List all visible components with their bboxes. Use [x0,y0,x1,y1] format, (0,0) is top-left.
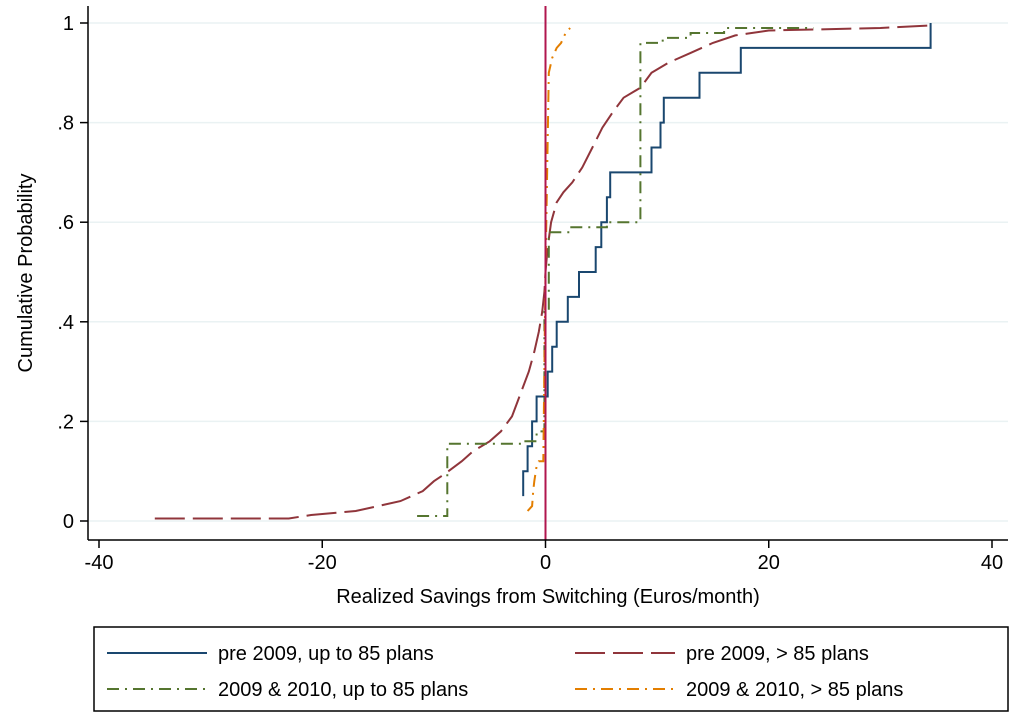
x-axis-title: Realized Savings from Switching (Euros/m… [336,586,760,608]
legend-label-3: 2009 & 2010, up to 85 plans [218,679,468,701]
series-line-4 [526,27,571,512]
legend-label-1: pre 2009, up to 85 plans [218,643,434,665]
x-tick-label: -20 [308,552,337,574]
legend-label-2: pre 2009, > 85 plans [686,643,869,665]
series-line-1 [522,23,932,497]
x-tick-label: 40 [981,552,1003,574]
x-tick-label: -40 [85,552,114,574]
y-tick-label: 1 [63,13,74,35]
x-tick-label: 20 [758,552,780,574]
y-tick-label: .4 [57,312,74,334]
legend-box [93,626,1009,712]
x-tick-label: 0 [540,552,551,574]
series-lines [154,23,932,520]
axes: 0 .2 .4 .6 .8 1 -40 -20 0 20 40 [57,6,1008,574]
y-axis-title: Cumulative Probability [15,174,37,373]
y-tick-label: .8 [57,113,74,135]
series-line-2 [154,24,931,520]
y-tick-label: .6 [57,212,74,234]
legend: pre 2009, up to 85 plans pre 2009, > 85 p… [93,626,1009,712]
y-tick-label: .2 [57,411,74,433]
series-line-3 [417,27,814,517]
legend-label-4: 2009 & 2010, > 85 plans [686,679,903,701]
y-tick-label: 0 [63,511,74,533]
